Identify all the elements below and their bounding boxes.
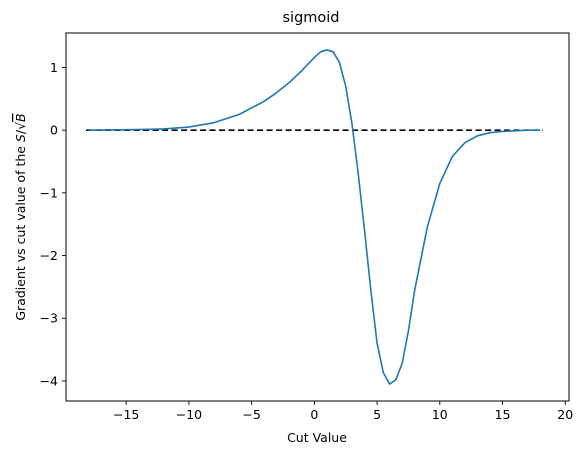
x-axis-label: Cut Value: [287, 430, 347, 445]
y-tick-label: −4: [40, 373, 58, 388]
x-tick-label: 10: [432, 407, 448, 422]
x-tick-label: −5: [242, 407, 260, 422]
y-tick-label: −1: [40, 185, 58, 200]
chart-title: sigmoid: [282, 10, 339, 26]
x-tick-label: 5: [373, 407, 381, 422]
x-tick-label: 15: [495, 407, 511, 422]
x-axis: −15 −10 −5 0 5 10 15 20: [113, 401, 573, 422]
y-tick-label: 1: [50, 60, 58, 75]
x-tick-label: 0: [310, 407, 318, 422]
y-tick-label: 0: [50, 123, 58, 138]
series-line: [88, 49, 541, 385]
plot-frame: [65, 32, 570, 402]
y-axis-label-prefix: Gradient vs cut value of the: [13, 142, 28, 321]
y-axis-label-b: B: [13, 113, 28, 122]
plot-area: [65, 32, 570, 402]
y-axis-label-sqrt: /√: [13, 122, 28, 134]
x-tick-label: −15: [113, 407, 139, 422]
y-axis: −4 −3 −2 −1 0 1: [40, 60, 66, 388]
x-tick-label: −10: [176, 407, 202, 422]
x-tick-label: 20: [557, 407, 573, 422]
y-tick-label: −2: [40, 248, 58, 263]
y-tick-label: −3: [40, 311, 58, 326]
y-axis-label: Gradient vs cut value of the S/√B: [13, 113, 28, 320]
y-axis-label-s: S: [13, 134, 28, 142]
